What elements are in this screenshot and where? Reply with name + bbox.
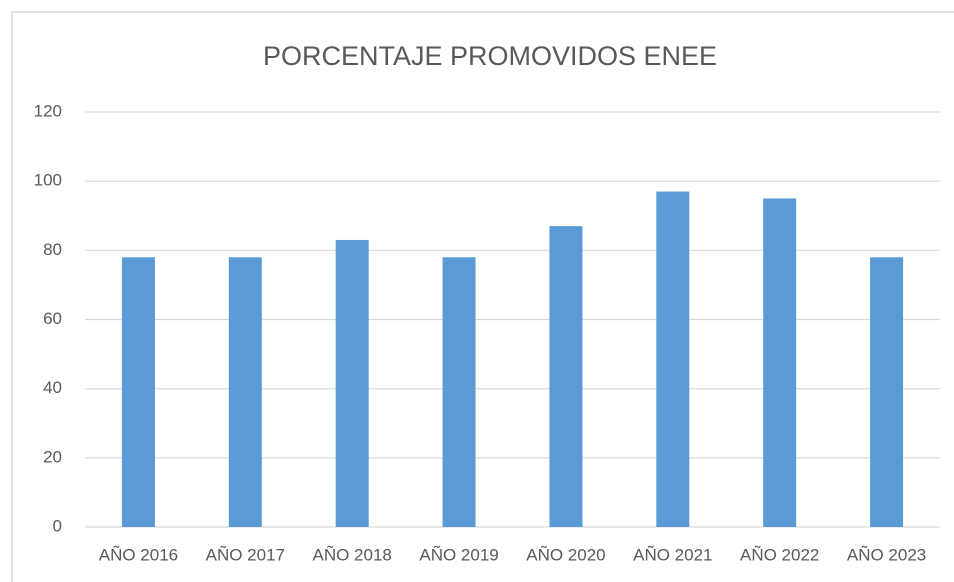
y-tick-label: 20 — [43, 447, 62, 466]
y-tick-label: 0 — [53, 516, 62, 535]
x-tick-label: AÑO 2023 — [847, 545, 926, 564]
bar — [763, 198, 797, 528]
x-tick-label: AÑO 2021 — [633, 545, 712, 564]
x-tick-label: AÑO 2018 — [312, 545, 391, 564]
y-tick-label: 40 — [43, 378, 62, 397]
x-tick-label: AÑO 2020 — [526, 545, 605, 564]
bar — [549, 226, 583, 527]
bar — [870, 257, 904, 527]
x-tick-label: AÑO 2017 — [206, 545, 285, 564]
chart-border — [11, 11, 954, 582]
bar — [656, 191, 690, 527]
y-tick-label: 120 — [34, 101, 62, 120]
y-tick-label: 80 — [43, 240, 62, 259]
x-tick-label: AÑO 2016 — [99, 545, 178, 564]
bar — [228, 257, 262, 527]
x-tick-label: AÑO 2022 — [740, 545, 819, 564]
bar — [442, 257, 476, 527]
chart-title: PORCENTAJE PROMOVIDOS ENEE — [263, 41, 717, 71]
y-tick-label: 100 — [34, 171, 62, 190]
bar — [335, 239, 369, 528]
y-tick-label: 60 — [43, 309, 62, 328]
x-tick-label: AÑO 2019 — [419, 545, 498, 564]
bar — [121, 257, 155, 527]
